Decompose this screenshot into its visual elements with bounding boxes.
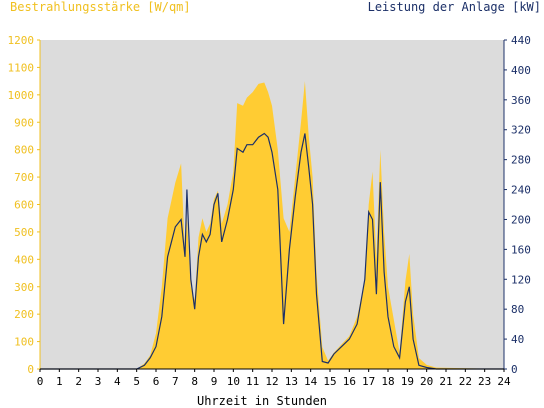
right-tick-label: 240	[511, 184, 531, 197]
right-tick-label: 120	[511, 273, 531, 286]
right-tick-label: 440	[511, 34, 531, 47]
x-tick-label: 5	[133, 375, 140, 388]
x-tick-label: 1	[56, 375, 63, 388]
right-tick-label: 40	[511, 333, 524, 346]
x-tick-label: 17	[362, 375, 375, 388]
x-tick-label: 3	[95, 375, 102, 388]
x-tick-label: 8	[191, 375, 198, 388]
right-axis-title: Leistung der Anlage [kW]	[368, 0, 541, 14]
x-tick-label: 20	[420, 375, 433, 388]
x-tick-label: 6	[153, 375, 160, 388]
x-tick-label: 19	[401, 375, 414, 388]
x-tick-label: 12	[265, 375, 278, 388]
right-tick-label: 0	[511, 363, 518, 376]
left-tick-label: 1000	[8, 89, 35, 102]
left-tick-label: 700	[14, 171, 34, 184]
x-tick-label: 4	[114, 375, 121, 388]
x-tick-label: 24	[497, 375, 511, 388]
right-tick-label: 80	[511, 303, 524, 316]
x-tick-label: 13	[285, 375, 298, 388]
left-tick-label: 200	[14, 308, 34, 321]
power-line	[40, 132, 504, 370]
x-tick-label: 23	[478, 375, 491, 388]
left-tick-label: 1100	[8, 61, 35, 74]
left-tick-label: 500	[14, 226, 34, 239]
x-axis-label: Uhrzeit in Stunden	[197, 394, 327, 408]
x-tick-label: 18	[381, 375, 394, 388]
left-tick-label: 600	[14, 199, 34, 212]
right-tick-label: 200	[511, 213, 531, 226]
left-axis-title: Bestrahlungsstärke [W/qm]	[10, 0, 191, 14]
right-tick-label: 160	[511, 243, 531, 256]
left-tick-label: 1200	[8, 34, 35, 47]
right-tick-label: 400	[511, 64, 531, 77]
irradiance-area	[40, 81, 504, 369]
x-tick-label: 7	[172, 375, 179, 388]
right-tick-label: 280	[511, 154, 531, 167]
left-tick-label: 300	[14, 281, 34, 294]
left-tick-label: 800	[14, 144, 34, 157]
left-tick-label: 400	[14, 253, 34, 266]
x-tick-label: 21	[439, 375, 452, 388]
x-tick-label: 0	[37, 375, 44, 388]
x-tick-label: 14	[304, 375, 318, 388]
x-tick-label: 16	[343, 375, 356, 388]
left-tick-label: 0	[27, 363, 34, 376]
x-tick-label: 2	[75, 375, 82, 388]
x-tick-label: 11	[246, 375, 259, 388]
right-tick-label: 360	[511, 94, 531, 107]
x-tick-label: 10	[227, 375, 240, 388]
x-tick-label: 15	[323, 375, 336, 388]
right-tick-label: 320	[511, 124, 531, 137]
left-tick-label: 100	[14, 336, 34, 349]
x-tick-label: 9	[211, 375, 218, 388]
left-tick-label: 900	[14, 116, 34, 129]
x-tick-label: 22	[459, 375, 472, 388]
